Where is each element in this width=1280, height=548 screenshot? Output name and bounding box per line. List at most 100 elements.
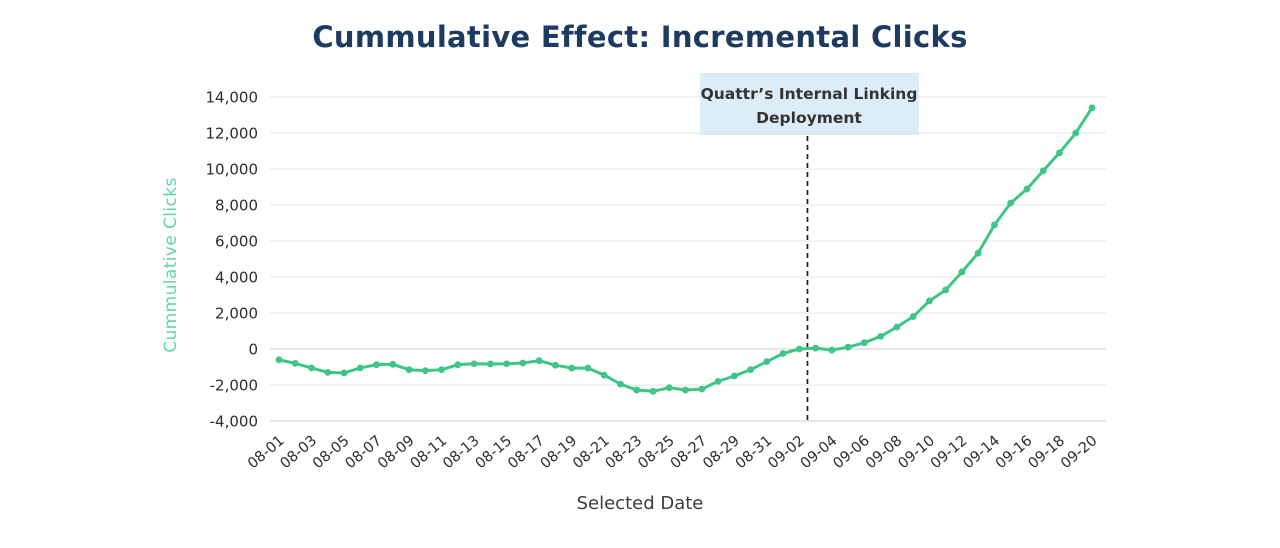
annotation-text-line1: Quattr’s Internal Linking — [701, 85, 918, 103]
data-point — [1023, 185, 1031, 193]
x-tick-label: 08-03 — [278, 433, 321, 472]
data-point — [405, 366, 413, 374]
data-point — [714, 378, 722, 385]
y-tick-label: 6,000 — [215, 233, 258, 251]
x-tick-label: 08-11 — [408, 433, 451, 472]
x-tick-label: 08-07 — [343, 433, 386, 472]
data-point — [909, 313, 917, 320]
deployment-annotation: Quattr’s Internal Linking Deployment — [700, 73, 919, 135]
gridlines — [270, 96, 1106, 422]
x-tick-label: 09-20 — [1058, 433, 1101, 472]
data-point — [340, 369, 348, 377]
x-tick-label: 09-08 — [863, 433, 906, 472]
x-tick-label: 08-23 — [603, 433, 646, 472]
data-point — [486, 360, 494, 368]
x-axis-title: Selected Date — [577, 493, 704, 514]
data-point — [877, 333, 885, 340]
data-point — [308, 364, 315, 372]
y-tick-label: 14,000 — [206, 89, 259, 107]
data-point — [519, 359, 527, 367]
x-tick-label: 08-17 — [505, 433, 548, 472]
x-tick-label: 09-04 — [798, 433, 841, 472]
x-tick-label: 08-15 — [473, 433, 516, 472]
data-point — [942, 286, 950, 294]
y-tick-label: -4,000 — [210, 413, 258, 431]
x-tick-label: 08-05 — [310, 433, 353, 472]
data-point — [584, 364, 592, 372]
y-axis-title: Cummulative Clicks — [161, 177, 181, 353]
y-tick-label: 2,000 — [215, 305, 258, 323]
annotation-text-line2: Deployment — [756, 109, 862, 127]
data-point — [617, 380, 624, 388]
data-point — [324, 369, 332, 376]
x-tick-label: 08-25 — [635, 433, 678, 472]
y-tick-label: 4,000 — [215, 269, 258, 287]
data-point — [828, 346, 836, 354]
data-point — [438, 366, 445, 374]
data-point — [356, 364, 364, 372]
y-tick-label: 10,000 — [206, 161, 259, 179]
data-point — [503, 360, 511, 368]
data-point — [552, 361, 559, 369]
data-point — [926, 297, 933, 305]
x-tick-label: 09-10 — [895, 433, 938, 472]
data-point — [991, 221, 998, 229]
x-tick-label: 08-09 — [375, 433, 418, 472]
x-tick-label: 09-18 — [1025, 433, 1068, 472]
data-point — [893, 323, 901, 331]
data-point — [568, 364, 576, 372]
data-point — [535, 357, 543, 365]
x-tick-label: 09-12 — [928, 433, 971, 472]
data-point — [747, 366, 754, 374]
x-tick-label: 09-02 — [765, 433, 808, 472]
data-point — [1007, 199, 1015, 207]
y-tick-label: 12,000 — [206, 125, 259, 143]
data-point — [730, 372, 738, 380]
data-point — [275, 356, 283, 364]
x-tick-label: 08-13 — [440, 433, 483, 472]
x-tick-label: 09-06 — [830, 433, 873, 472]
data-point — [389, 360, 397, 368]
data-point — [974, 249, 982, 257]
data-point — [958, 268, 966, 276]
chart-title: Cummulative Effect: Incremental Clicks — [312, 20, 967, 54]
data-point — [698, 385, 706, 393]
data-point — [682, 386, 689, 394]
data-point — [763, 358, 771, 365]
y-tick-label: 0 — [248, 341, 258, 359]
data-point — [421, 367, 429, 374]
annotation-box — [700, 73, 919, 135]
x-tick-label: 09-14 — [960, 433, 1003, 472]
data-point — [812, 344, 819, 352]
data-point — [844, 343, 852, 351]
x-tick-label: 08-21 — [570, 433, 613, 472]
data-point — [291, 360, 299, 367]
x-axis-tick-labels: 08-0108-0308-0508-0708-0908-1108-1308-15… — [245, 433, 1101, 472]
data-point — [1056, 149, 1063, 157]
data-point — [779, 350, 787, 357]
y-tick-label: -2,000 — [210, 377, 258, 395]
data-point — [1072, 129, 1080, 137]
y-axis-tick-labels: 14,000 12,000 10,000 8,000 6,000 4,000 2,000 0 -… — [206, 89, 259, 431]
data-point — [454, 361, 462, 369]
data-point — [665, 384, 673, 392]
data-point — [1039, 167, 1047, 175]
data-point — [860, 339, 868, 347]
data-point — [373, 361, 380, 369]
y-tick-label: 8,000 — [215, 197, 258, 215]
data-point — [470, 360, 478, 368]
data-point — [633, 386, 641, 394]
x-tick-label: 09-16 — [993, 433, 1036, 472]
x-tick-label: 08-29 — [700, 433, 743, 472]
data-point — [795, 345, 803, 353]
data-point — [600, 371, 608, 379]
x-tick-label: 08-19 — [538, 433, 581, 472]
data-point — [649, 387, 657, 395]
x-tick-label: 08-27 — [668, 433, 711, 472]
x-tick-label: 08-31 — [733, 433, 776, 472]
x-tick-label: 08-01 — [245, 433, 288, 472]
data-point — [1088, 104, 1096, 112]
clicks-line-series — [275, 104, 1096, 395]
